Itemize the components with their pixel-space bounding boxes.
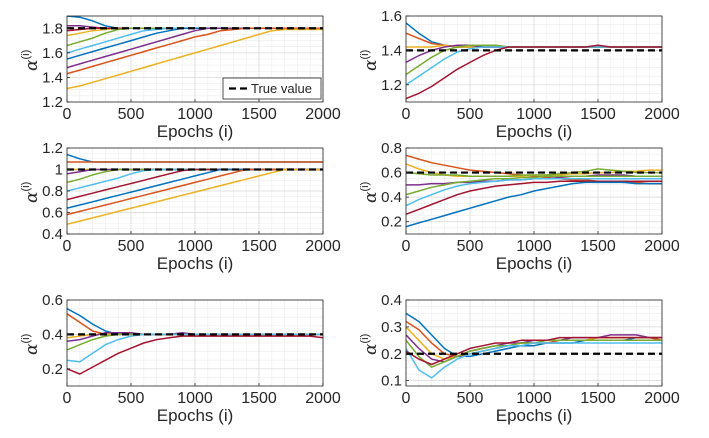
x-tick-label: 2000: [305, 106, 341, 123]
series-line: [406, 181, 662, 228]
y-tick-label: 0.6: [381, 165, 402, 182]
series-line: [406, 177, 662, 207]
legend-label: True value: [251, 81, 312, 96]
x-tick-label: 1500: [580, 390, 616, 407]
x-tick-label: 0: [63, 106, 72, 123]
chart-panel-4: 0 500 1000 1500 2000 0.2 0.4 0.6 0.8 Epochs (i) α(…: [359, 140, 680, 273]
y-tick-label: 0.6: [42, 292, 63, 309]
chart-panel-1: 0 500 1000 1500 2000 1.2 1.4 1.6 1.8 Epochs (i) α(…: [20, 15, 341, 141]
y-tick-label: 1.2: [381, 77, 402, 94]
y-axis-label: α(i): [359, 50, 381, 71]
y-tick-label: 1: [55, 162, 63, 179]
series-group: [406, 22, 662, 100]
x-tick-label: 1500: [241, 390, 277, 407]
chart-panel-3: 0 500 1000 1500 2000 0.4 0.6 0.8 1 1.2 Epochs (i) α…: [20, 140, 341, 273]
x-tick-label: 1000: [177, 390, 213, 407]
y-tick-label: 0.2: [381, 346, 402, 363]
x-tick-label: 0: [402, 106, 411, 123]
x-tick-label: 500: [118, 390, 145, 407]
chart-panel-2: 0 500 1000 1500 2000 1.2 1.4 1.6 Epochs (i) α(i): [359, 8, 680, 141]
x-tick-label: 0: [63, 238, 72, 255]
x-tick-label: 1500: [241, 238, 277, 255]
y-tick-label: 0.4: [42, 326, 63, 343]
chart-panel-5: 0 500 1000 1500 2000 0.2 0.4 0.6 Epochs (i) α(i): [20, 292, 341, 425]
x-axis-label: Epochs (i): [496, 122, 573, 141]
series-group: [406, 154, 662, 228]
x-tick-label: 2000: [305, 390, 341, 407]
y-axis-label: α(i): [20, 334, 42, 355]
y-tick-label: 0.6: [42, 205, 63, 222]
series-group: [67, 16, 323, 90]
x-tick-label: 500: [118, 106, 145, 123]
y-tick-label: 0.4: [381, 189, 402, 206]
x-tick-label: 1000: [516, 390, 552, 407]
y-tick-label: 0.2: [381, 214, 402, 231]
y-tick-label: 0.8: [381, 140, 402, 157]
x-tick-label: 0: [402, 238, 411, 255]
x-tick-label: 2000: [305, 238, 341, 255]
x-tick-label: 500: [457, 390, 484, 407]
x-tick-label: 1500: [580, 106, 616, 123]
y-tick-label: 1.4: [381, 42, 402, 59]
chart-panel-6: 0 500 1000 1500 2000 0.1 0.2 0.3 0.4 Epochs (i) α(…: [359, 292, 680, 425]
x-tick-label: 2000: [644, 106, 680, 123]
y-tick-label: 1.6: [42, 45, 63, 62]
series-line: [406, 44, 662, 100]
series-group: [67, 307, 323, 375]
x-tick-label: 500: [457, 106, 484, 123]
x-tick-label: 500: [457, 238, 484, 255]
y-tick-label: 1.4: [42, 69, 63, 86]
series-line: [406, 168, 662, 178]
y-axis-label: α(i): [359, 182, 381, 203]
y-tick-label: 1.8: [42, 20, 63, 37]
x-tick-label: 0: [402, 390, 411, 407]
series-line: [67, 335, 323, 375]
y-tick-label: 0.8: [42, 183, 63, 200]
y-axis-label: α(i): [359, 334, 381, 355]
series-line: [67, 28, 323, 90]
y-tick-label: 0.4: [381, 292, 402, 309]
series-group: [406, 312, 662, 379]
legend: True value: [222, 77, 322, 100]
x-tick-label: 1000: [177, 106, 213, 123]
x-axis-label: Epochs (i): [496, 254, 573, 273]
y-tick-label: 0.4: [42, 226, 63, 243]
y-tick-label: 0.3: [381, 319, 402, 336]
x-axis-label: Epochs (i): [157, 254, 234, 273]
series-line: [406, 175, 662, 196]
y-axis-label: α(i): [20, 50, 42, 71]
x-tick-label: 2000: [644, 238, 680, 255]
y-tick-label: 1.2: [42, 140, 63, 157]
x-tick-label: 0: [63, 390, 72, 407]
x-tick-label: 1500: [580, 238, 616, 255]
x-tick-label: 1000: [516, 238, 552, 255]
x-tick-label: 1500: [241, 106, 277, 123]
x-tick-label: 500: [118, 238, 145, 255]
series-line: [406, 336, 662, 366]
y-axis-label: α(i): [20, 182, 42, 203]
legend-box: [222, 77, 322, 100]
y-tick-label: 1.6: [381, 8, 402, 25]
x-tick-label: 1000: [177, 238, 213, 255]
x-tick-label: 1000: [516, 106, 552, 123]
x-axis-label: Epochs (i): [157, 406, 234, 425]
y-tick-label: 0.2: [42, 361, 63, 378]
series-line: [406, 342, 662, 379]
series-line: [406, 180, 662, 216]
y-tick-label: 1.2: [42, 94, 63, 111]
x-axis-label: Epochs (i): [496, 406, 573, 425]
series-group: [67, 153, 323, 226]
x-tick-label: 2000: [644, 390, 680, 407]
x-axis-label: Epochs (i): [157, 122, 234, 141]
y-tick-label: 0.1: [381, 373, 402, 390]
